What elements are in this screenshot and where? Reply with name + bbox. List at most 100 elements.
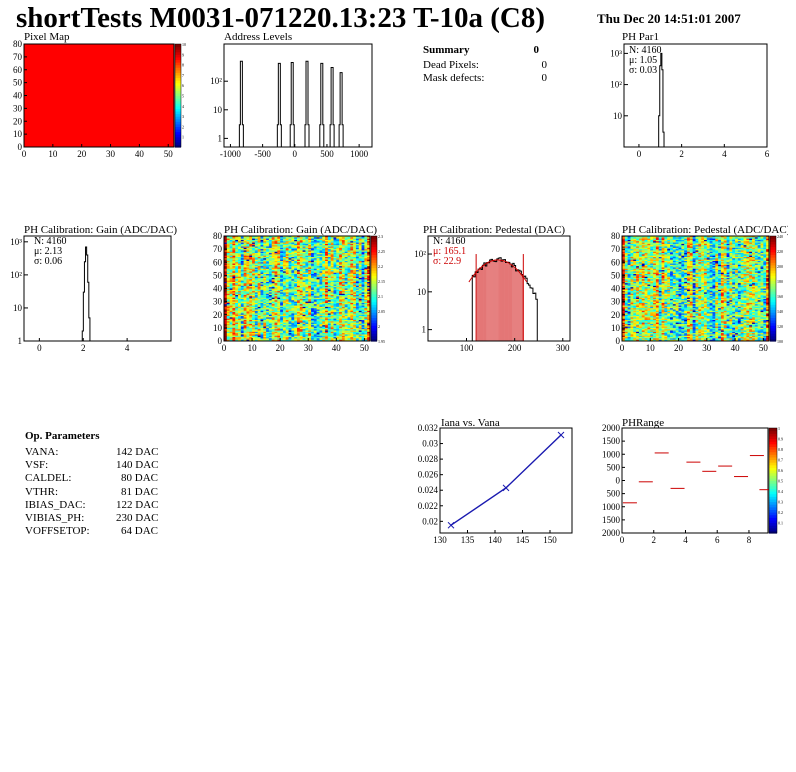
heatmap-cell [319, 236, 323, 238]
heatmap-cell [633, 317, 637, 319]
heatmap-cell [263, 236, 267, 238]
heatmap-cell [313, 289, 317, 292]
x-tick-label: 500 [320, 149, 334, 159]
heatmap-cell [280, 247, 284, 250]
heatmap-cell [299, 330, 303, 333]
heatmap-cell [305, 259, 309, 262]
heatmap-cell [308, 296, 312, 298]
heatmap-cell [330, 300, 334, 302]
heatmap-cell [260, 283, 264, 285]
heatmap-cell [263, 310, 267, 313]
heatmap-cell [280, 246, 284, 249]
heatmap-cell [299, 281, 303, 284]
heatmap-cell [316, 302, 320, 305]
heatmap-cell [353, 254, 357, 256]
heatmap-cell [299, 327, 303, 330]
colorbar-tick-label: 2 [182, 124, 184, 129]
heatmap-cell [305, 246, 309, 249]
heatmap-cell [249, 247, 253, 250]
heatmap-cell [280, 237, 284, 239]
heatmap-cell [299, 331, 303, 334]
heatmap-cell [305, 283, 309, 285]
heatmap-cell [353, 278, 357, 280]
heatmap-cell [226, 254, 230, 256]
heatmap-cell [355, 304, 360, 306]
heatmap-cell [633, 270, 637, 272]
heatmap-cell [311, 254, 315, 256]
heatmap-cell [294, 310, 298, 313]
heatmap-cell [282, 260, 287, 263]
heatmap-cell [330, 304, 334, 306]
heatmap-cell [364, 250, 368, 253]
heatmap-cell [288, 259, 292, 262]
heatmap-cell [624, 297, 628, 300]
heatmap-cell [294, 313, 298, 316]
heatmap-cell [633, 316, 637, 318]
heatmap-cell [271, 288, 275, 291]
heatmap-cell [344, 266, 348, 268]
heatmap-cell [243, 281, 247, 284]
heatmap-cell [277, 338, 281, 340]
heatmap-cell [254, 259, 258, 262]
heatmap-cell [277, 241, 281, 243]
heatmap-cell [327, 285, 331, 288]
heatmap-cell [224, 314, 228, 317]
heatmap-cell [341, 247, 346, 250]
heatmap-cell [313, 284, 317, 287]
colorbar-tick-label: 10 [182, 42, 186, 47]
heatmap-cell [350, 281, 354, 284]
heatmap-cell [355, 266, 360, 268]
heatmap-cell [344, 313, 348, 316]
heatmap-cell [638, 254, 643, 256]
heatmap-cell [277, 329, 281, 331]
heatmap-cell [633, 293, 637, 296]
gauss-fit-curve [468, 259, 528, 283]
heatmap-cell [333, 259, 337, 262]
heatmap-cell [252, 310, 256, 313]
heatmap-cell [271, 268, 275, 271]
heatmap-cell [339, 314, 343, 317]
heatmap-cell [316, 259, 320, 262]
heatmap-cell [355, 284, 360, 287]
heatmap-cell [622, 325, 626, 327]
heatmap-cell [350, 268, 354, 271]
heatmap-cell [355, 251, 360, 254]
heatmap-cell [226, 339, 230, 342]
heatmap-cell [622, 254, 626, 256]
heatmap-cell [297, 330, 301, 333]
heatmap-cell [268, 293, 273, 296]
heatmap-cell [246, 253, 250, 255]
heatmap-cell [243, 255, 247, 258]
heatmap-cell [636, 306, 640, 309]
heatmap-cell [367, 292, 371, 295]
heatmap-cell [330, 253, 334, 255]
heatmap-cell [339, 271, 343, 274]
heatmap-cell [246, 237, 250, 239]
heatmap-cell [305, 258, 309, 260]
heatmap-cell [367, 320, 371, 322]
heatmap-cell [305, 236, 309, 238]
heatmap-cell [322, 283, 326, 285]
heatmap-cell [226, 247, 230, 250]
heatmap-cell [226, 287, 230, 289]
heatmap-cell [263, 326, 267, 329]
heatmap-cell [624, 243, 628, 246]
heatmap-cell [302, 243, 306, 246]
heatmap-cell [291, 321, 295, 323]
heatmap-cell [302, 305, 306, 308]
heatmap-cell [364, 270, 368, 272]
heatmap-cell [630, 293, 634, 296]
heatmap-cell [291, 245, 295, 247]
heatmap-cell [277, 247, 281, 250]
heatmap-cell [627, 279, 631, 281]
heatmap-cell [288, 247, 292, 250]
heatmap-cell [282, 300, 287, 302]
heatmap-cell [336, 236, 340, 238]
heatmap-cell [325, 279, 329, 281]
heatmap-cell [622, 335, 626, 338]
heatmap-cell [347, 338, 351, 340]
heatmap-cell [630, 274, 634, 276]
heatmap-cell [344, 305, 348, 308]
heatmap-cell [313, 243, 317, 246]
heatmap-cell [341, 264, 346, 267]
